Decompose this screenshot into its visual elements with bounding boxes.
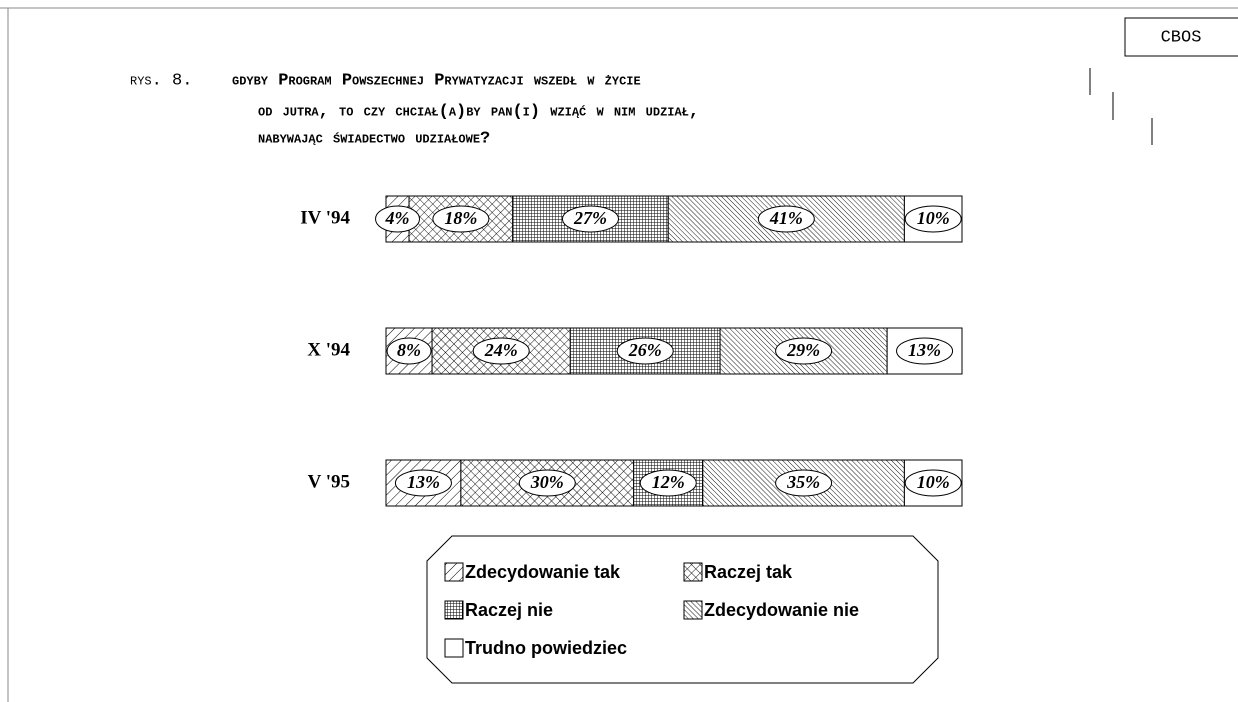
value-label: 13% bbox=[407, 472, 440, 492]
value-label-bg bbox=[775, 337, 833, 365]
value-label-bg bbox=[472, 337, 530, 365]
value-label: 12% bbox=[652, 472, 685, 492]
legend-label: Raczej tak bbox=[704, 562, 793, 582]
value-label-bg bbox=[432, 205, 490, 233]
value-label: 13% bbox=[908, 340, 941, 360]
value-label: 30% bbox=[530, 472, 564, 492]
value-label: 26% bbox=[628, 340, 662, 360]
value-label: 10% bbox=[917, 472, 950, 492]
value-label: 10% bbox=[917, 208, 950, 228]
legend-swatch bbox=[683, 562, 703, 582]
legend-label: Raczej nie bbox=[465, 600, 553, 620]
chart-title: nabywając świadectwo udziałowe? bbox=[258, 129, 490, 148]
legend-swatch bbox=[683, 600, 703, 620]
legend-swatch bbox=[444, 600, 464, 620]
value-label: 41% bbox=[769, 208, 803, 228]
value-label-bg bbox=[616, 337, 674, 365]
value-label-bg bbox=[394, 469, 452, 497]
legend-swatch bbox=[444, 562, 464, 582]
page-frame bbox=[0, 7, 1238, 702]
figure-label: rys. 8. bbox=[130, 71, 192, 90]
value-label-bg bbox=[375, 205, 421, 233]
value-label: 8% bbox=[397, 340, 421, 360]
value-label-bg bbox=[561, 205, 619, 233]
legend-label: Zdecydowanie nie bbox=[704, 600, 859, 620]
value-label: 29% bbox=[786, 340, 820, 360]
value-label: 4% bbox=[385, 208, 410, 228]
value-label-bg bbox=[639, 469, 697, 497]
value-label-bg bbox=[775, 469, 833, 497]
value-label-bg bbox=[904, 469, 962, 497]
chart-title: gdyby Program Powszechnej Prywatyzacji w… bbox=[232, 71, 641, 90]
category-label: IV '94 bbox=[300, 207, 350, 228]
source: CBOS bbox=[1161, 28, 1202, 47]
value-label: 18% bbox=[444, 208, 477, 228]
legend-label: Zdecydowanie tak bbox=[465, 562, 621, 582]
value-label-bg bbox=[518, 469, 576, 497]
legend-label: Trudno powiedziec bbox=[465, 638, 627, 658]
legend-box bbox=[426, 535, 939, 684]
value-label-bg bbox=[386, 337, 432, 365]
value-label: 24% bbox=[484, 340, 518, 360]
value-label: 35% bbox=[786, 472, 820, 492]
legend-swatch bbox=[444, 638, 464, 658]
value-label-bg bbox=[904, 205, 962, 233]
value-label-bg bbox=[757, 205, 815, 233]
category-label: V '95 bbox=[308, 471, 350, 492]
value-label-bg bbox=[896, 337, 954, 365]
source-box bbox=[1124, 17, 1238, 57]
chart-title: od jutra, to czy chciał(a)by pan(i) wzią… bbox=[258, 102, 699, 121]
category-label: X '94 bbox=[307, 339, 350, 360]
value-label: 27% bbox=[573, 208, 607, 228]
